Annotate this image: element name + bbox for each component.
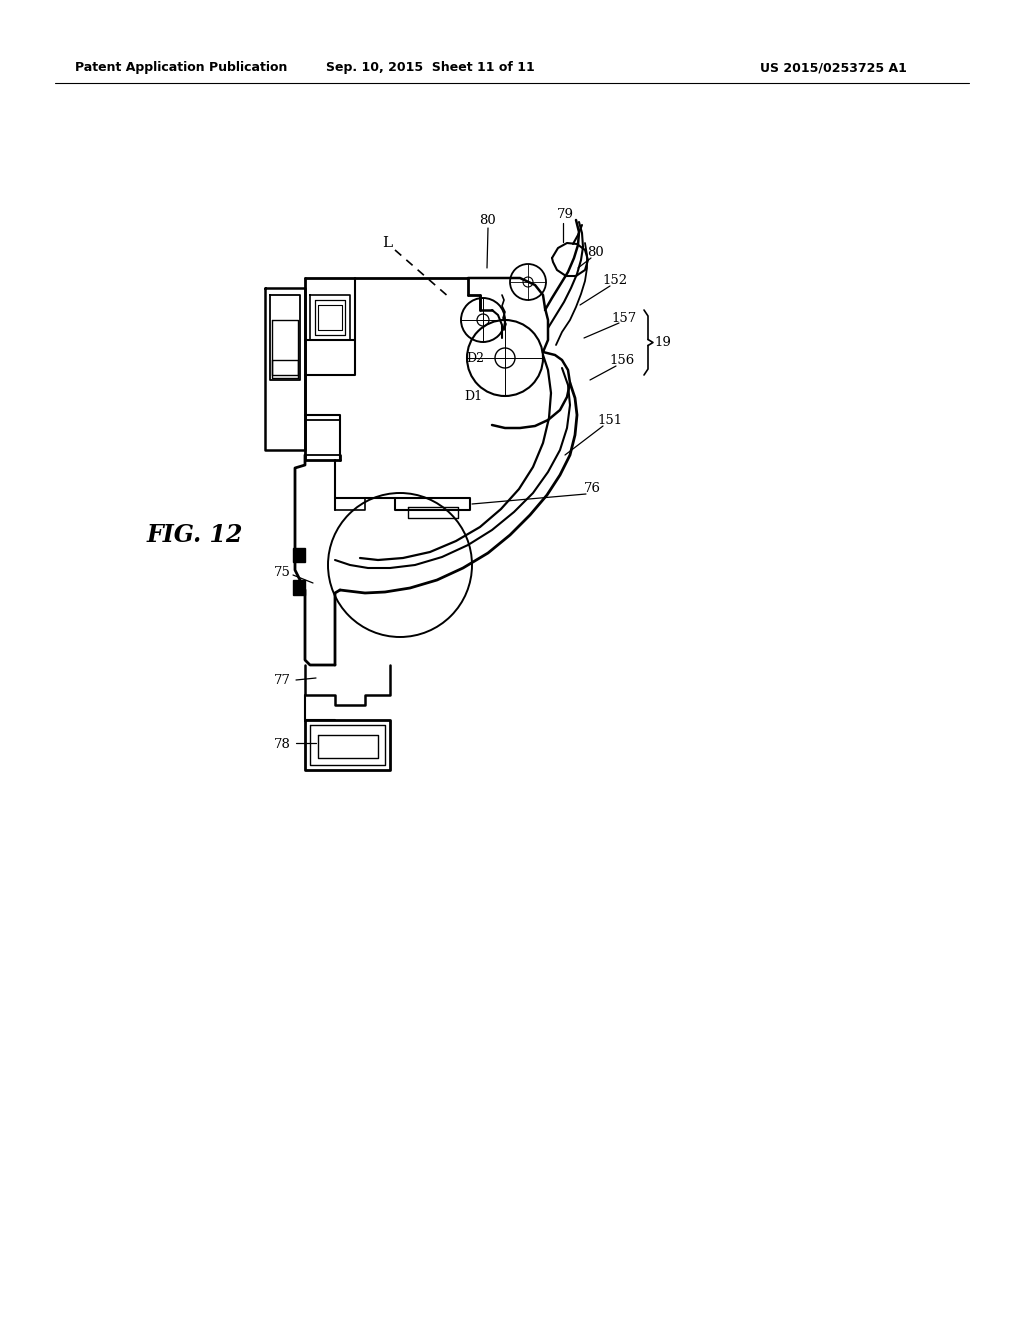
Text: D1: D1 bbox=[464, 391, 482, 404]
Text: FIG. 12: FIG. 12 bbox=[146, 523, 244, 546]
Text: 156: 156 bbox=[609, 354, 635, 367]
Text: 80: 80 bbox=[587, 246, 603, 259]
Text: D2: D2 bbox=[466, 351, 484, 364]
Text: 76: 76 bbox=[584, 482, 600, 495]
Text: 79: 79 bbox=[556, 209, 573, 222]
Polygon shape bbox=[293, 548, 305, 562]
Text: 80: 80 bbox=[479, 214, 497, 227]
Text: Patent Application Publication: Patent Application Publication bbox=[75, 62, 288, 74]
Text: Sep. 10, 2015  Sheet 11 of 11: Sep. 10, 2015 Sheet 11 of 11 bbox=[326, 62, 535, 74]
Polygon shape bbox=[293, 579, 305, 595]
Text: 78: 78 bbox=[273, 738, 291, 751]
Text: 75: 75 bbox=[273, 565, 291, 578]
Text: L: L bbox=[382, 236, 392, 249]
Text: US 2015/0253725 A1: US 2015/0253725 A1 bbox=[760, 62, 907, 74]
Text: 152: 152 bbox=[602, 273, 628, 286]
Text: 19: 19 bbox=[654, 335, 672, 348]
Text: 151: 151 bbox=[597, 413, 623, 426]
Text: 77: 77 bbox=[273, 673, 291, 686]
Text: 157: 157 bbox=[611, 312, 637, 325]
